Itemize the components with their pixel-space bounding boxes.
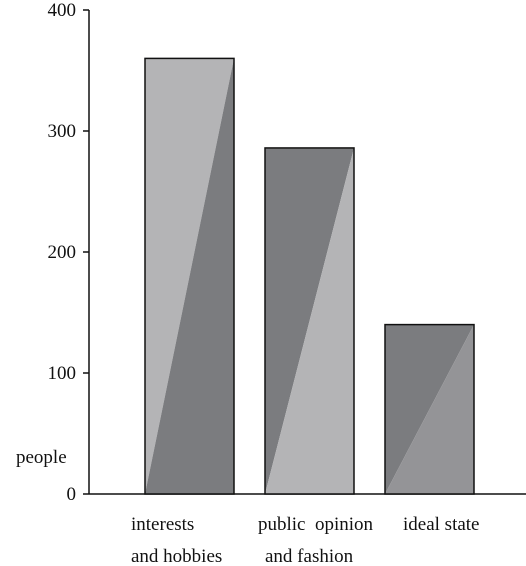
bar-public-opinion-and-fashion-lower-shade	[265, 147, 354, 494]
bar-ideal-state	[384, 323, 475, 495]
bar-interests-and-hobbies	[144, 57, 235, 495]
bar-interests-and-hobbies-lower-shade	[145, 58, 234, 495]
y-tick-label-100: 100	[48, 363, 77, 384]
bar-ideal-state-upper-shade	[385, 324, 474, 494]
category-label-public-opinion-and-fashion-line-1: public opinion	[258, 514, 374, 535]
bar-ideal-state-outline	[384, 323, 475, 495]
y-tick-label-400: 400	[48, 0, 77, 21]
category-label-ideal-state-line-1: ideal state	[403, 514, 480, 535]
category-label-public-opinion-and-fashion-line-2: and fashion	[265, 546, 354, 566]
y-tick-label-300: 300	[48, 121, 77, 142]
bar-public-opinion-and-fashion	[264, 147, 355, 495]
bar-public-opinion-and-fashion-outline	[264, 147, 355, 495]
category-labels: interests and hobbies public opinion and fa…	[131, 514, 480, 566]
y-ticks: 0 100 200 300 400	[48, 0, 89, 505]
y-tick-label-0: 0	[67, 484, 77, 505]
bars	[144, 57, 475, 495]
bar-ideal-state-lower-shade	[385, 324, 474, 494]
y-tick-label-200: 200	[48, 242, 77, 263]
category-label-interests-and-hobbies-line-1: interests	[131, 514, 194, 535]
y-axis-label: people	[16, 447, 67, 468]
category-label-interests-and-hobbies-line-2: and hobbies	[131, 546, 222, 566]
bar-interests-and-hobbies-outline	[144, 57, 235, 495]
